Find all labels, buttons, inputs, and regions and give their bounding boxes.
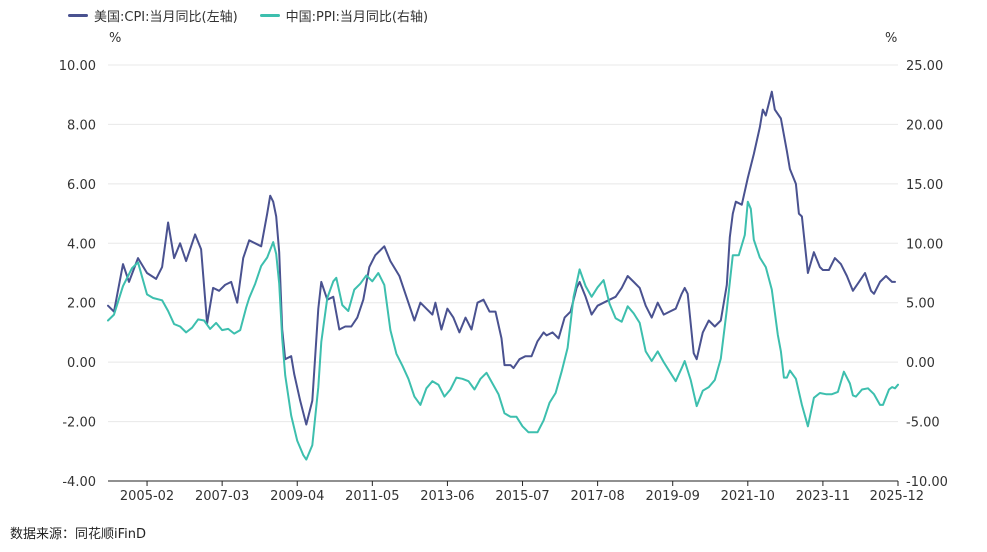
legend-swatch-us-cpi — [68, 14, 88, 17]
right-tick-label: 0.00 — [906, 356, 935, 371]
right-tick-label: 5.00 — [906, 297, 935, 312]
right-tick-label: 20.00 — [906, 118, 943, 133]
right-tick-label: 15.00 — [906, 178, 943, 193]
x-tick-label: 2005-02 — [120, 489, 174, 504]
left-tick-label: 4.00 — [67, 237, 96, 252]
x-tick-label: 2007-03 — [195, 489, 249, 504]
left-tick-label: 6.00 — [67, 178, 96, 193]
series-lines — [107, 90, 899, 461]
right-tick-label: -5.00 — [906, 416, 940, 431]
right-tick-label: -10.00 — [906, 475, 948, 490]
x-tick-label: 2019-09 — [646, 489, 700, 504]
left-tick-label: -4.00 — [62, 475, 96, 490]
right-tick-label: 25.00 — [906, 59, 943, 74]
legend-label-china-ppi: 中国:PPI:当月同比(右轴) — [285, 10, 429, 25]
left-axis-unit-label: % — [109, 31, 121, 46]
legend-item-china-ppi[interactable]: 中国:PPI:当月同比(右轴) — [259, 6, 429, 25]
right-y-axis: -10.00 -5.00 0.00 5.00 10.00 15.00 20.00 25.00 — [906, 59, 948, 490]
right-axis-unit-label: % — [885, 31, 897, 46]
right-tick-label: 10.00 — [906, 237, 943, 252]
left-tick-label: 8.00 — [67, 118, 96, 133]
x-tick-label: 2017-08 — [570, 489, 624, 504]
x-tick-label: 2021-10 — [721, 489, 775, 504]
us-cpi-line — [107, 90, 896, 426]
x-tick-label: 2025-12 — [870, 489, 924, 504]
legend-label-us-cpi: 美国:CPI:当月同比(左轴) — [94, 10, 238, 25]
left-tick-label: 10.00 — [59, 59, 96, 74]
x-tick-label: 2015-07 — [495, 489, 549, 504]
source-note: 数据来源：同花顺iFinD — [10, 527, 147, 542]
left-tick-label: 0.00 — [67, 356, 96, 371]
china-ppi-line — [107, 200, 899, 461]
legend-swatch-china-ppi — [259, 14, 280, 17]
legend: 美国:CPI:当月同比(左轴) 中国:PPI:当月同比(右轴) — [68, 6, 428, 25]
gridlines — [108, 64, 898, 423]
legend-item-us-cpi[interactable]: 美国:CPI:当月同比(左轴) — [68, 6, 238, 25]
x-tick-label: 2013-06 — [420, 489, 474, 504]
x-tick-label: 2023-11 — [796, 489, 850, 504]
left-tick-label: 2.00 — [67, 297, 96, 312]
left-tick-label: -2.00 — [62, 416, 96, 431]
x-tick-label: 2011-05 — [345, 489, 399, 504]
left-y-axis: -4.00 -2.00 0.00 2.00 4.00 6.00 8.00 10.00 — [59, 59, 96, 490]
x-tick-label: 2009-04 — [270, 489, 324, 504]
x-axis: 2005-02 2007-03 2009-04 2011-05 2013-06 2015-… — [108, 480, 924, 504]
